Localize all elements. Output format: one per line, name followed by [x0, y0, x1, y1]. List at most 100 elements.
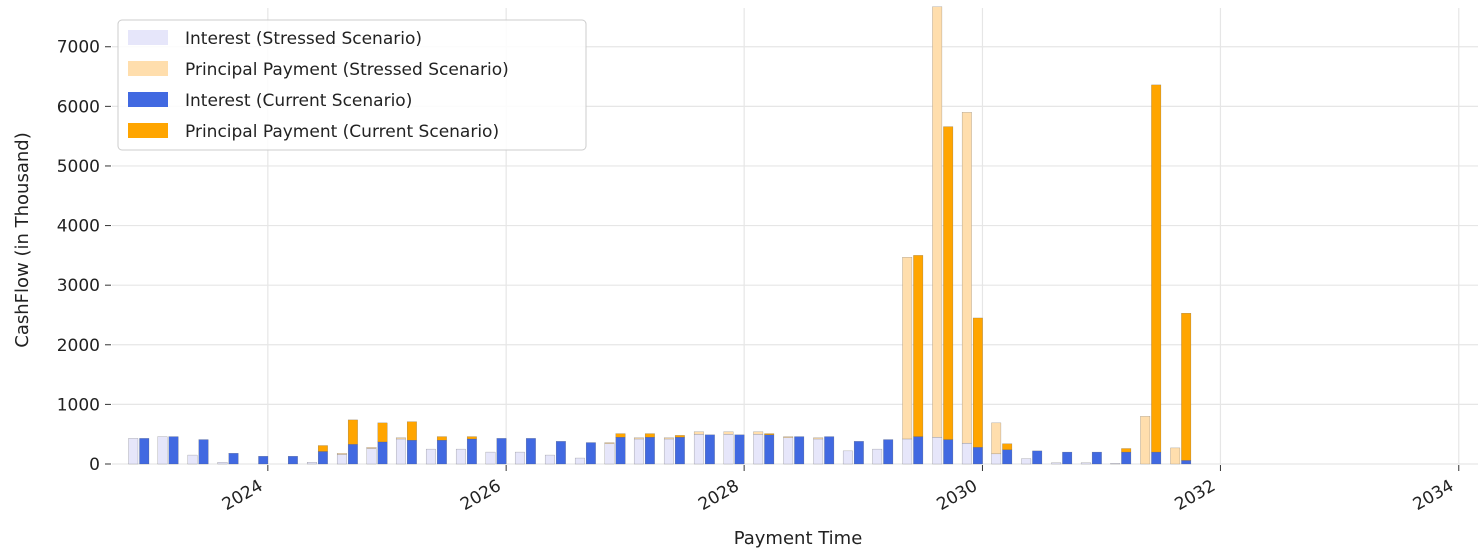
bar-interest-current-scenario-2024-06-01 — [317, 451, 328, 465]
bar-interest-stressed-scenario-2027-06-01 — [663, 438, 674, 465]
bar-interest-current-scenario-2030-09-01 — [1062, 451, 1073, 465]
bar-interest-current-scenario-2030-03-01 — [1002, 449, 1013, 465]
bar-interest-current-scenario-2029-06-01 — [913, 436, 924, 465]
bar-interest-stressed-scenario-2031-03-01 — [1110, 463, 1121, 465]
x-tick-label: 2024 — [219, 476, 266, 515]
bar-interest-current-scenario-2031-06-01 — [1151, 451, 1162, 465]
bar-interest-current-scenario-2030-06-01 — [1032, 450, 1043, 465]
bar-interest-stressed-scenario-2028-09-01 — [813, 438, 824, 465]
bar-interest-current-scenario-2028-06-01 — [794, 436, 805, 465]
y-tick-label: 1000 — [57, 395, 100, 415]
bar-interest-current-scenario-2027-03-01 — [644, 437, 655, 465]
bar-principal-payment-stressed-scenario-2029-06-01 — [902, 257, 913, 440]
bar-principal-payment-stressed-scenario-2030-03-01 — [991, 422, 1002, 455]
bar-principal-payment-stressed-scenario-2028-06-01 — [783, 436, 794, 438]
bar-interest-current-scenario-2023-09-01 — [228, 453, 239, 465]
bar-principal-payment-stressed-scenario-2024-09-01 — [336, 453, 347, 455]
bar-interest-stressed-scenario-2023-06-01 — [187, 454, 198, 465]
y-tick-label: 6000 — [57, 97, 100, 117]
bar-interest-stressed-scenario-2024-06-01 — [306, 462, 317, 465]
bar-interest-stressed-scenario-2029-06-01 — [902, 438, 913, 465]
y-tick-label: 3000 — [57, 276, 100, 296]
bar-interest-stressed-scenario-2025-06-01 — [425, 448, 436, 465]
bar-principal-payment-current-scenario-2029-06-01 — [913, 255, 924, 437]
legend-box — [117, 19, 587, 151]
bar-interest-current-scenario-2029-09-01 — [943, 439, 954, 465]
bar-principal-payment-current-scenario-2025-03-01 — [406, 421, 417, 441]
bar-principal-payment-current-scenario-2025-09-01 — [466, 436, 477, 440]
bar-interest-stressed-scenario-2028-06-01 — [783, 437, 794, 465]
bar-interest-current-scenario-2024-03-01 — [287, 456, 298, 465]
bar-principal-payment-current-scenario-2027-03-01 — [644, 433, 655, 438]
bar-principal-payment-stressed-scenario-2027-03-01 — [633, 437, 644, 440]
legend: Interest (Stressed Scenario) Principal Pa… — [117, 19, 587, 151]
bar-interest-stressed-scenario-2029-12-01 — [961, 442, 972, 465]
legend-label: Principal Payment (Stressed Scenario) — [185, 60, 509, 80]
bar-interest-current-scenario-2029-03-01 — [883, 439, 894, 465]
x-axis-label: Payment Time — [734, 528, 863, 548]
bar-interest-stressed-scenario-2030-06-01 — [1021, 458, 1032, 465]
bar-interest-stressed-scenario-2029-03-01 — [872, 448, 883, 465]
bar-principal-payment-stressed-scenario-2028-09-01 — [813, 437, 824, 440]
bar-interest-stressed-scenario-2029-09-01 — [932, 437, 943, 465]
bar-interest-current-scenario-2024-12-01 — [377, 441, 388, 465]
bar-interest-current-scenario-2027-12-01 — [734, 434, 745, 465]
legend-label: Interest (Current Scenario) — [185, 91, 412, 111]
bar-interest-current-scenario-2028-03-01 — [764, 434, 775, 465]
bar-principal-payment-stressed-scenario-2031-09-01 — [1170, 447, 1181, 465]
x-tick-label: 2034 — [1410, 476, 1457, 515]
bar-interest-stressed-scenario-2022-12-01 — [128, 438, 139, 465]
bar-principal-payment-current-scenario-2029-09-01 — [943, 126, 954, 440]
bar-interest-current-scenario-2025-06-01 — [436, 440, 447, 465]
bar-principal-payment-current-scenario-2024-12-01 — [377, 422, 388, 443]
bar-principal-payment-current-scenario-2029-12-01 — [972, 317, 983, 448]
bar-principal-payment-current-scenario-2028-03-01 — [764, 433, 775, 435]
bar-interest-current-scenario-2027-06-01 — [674, 437, 685, 465]
bar-principal-payment-stressed-scenario-2029-12-01 — [961, 112, 972, 444]
bar-interest-current-scenario-2028-12-01 — [853, 441, 864, 465]
bar-interest-current-scenario-2028-09-01 — [824, 436, 835, 465]
legend-swatch — [128, 92, 168, 107]
bar-interest-stressed-scenario-2027-09-01 — [693, 434, 704, 465]
bar-principal-payment-current-scenario-2030-03-01 — [1002, 443, 1013, 450]
bar-interest-current-scenario-2027-09-01 — [704, 434, 715, 465]
grid — [112, 8, 1478, 465]
y-tick-label: 5000 — [57, 157, 100, 177]
bar-principal-payment-current-scenario-2031-03-01 — [1121, 448, 1132, 453]
bar-interest-stressed-scenario-2025-09-01 — [455, 448, 466, 465]
bar-interest-stressed-scenario-2026-09-01 — [574, 457, 585, 465]
legend-label: Interest (Stressed Scenario) — [185, 29, 422, 49]
bar-interest-stressed-scenario-2024-09-01 — [336, 454, 347, 465]
bar-interest-stressed-scenario-2027-12-01 — [723, 434, 734, 465]
x-tick-label: 2030 — [933, 476, 980, 515]
bars — [128, 6, 1192, 465]
x-tick-label: 2028 — [695, 476, 742, 515]
bar-interest-current-scenario-2026-03-01 — [525, 438, 536, 465]
bar-interest-stressed-scenario-2028-12-01 — [842, 450, 853, 465]
bar-interest-stressed-scenario-2025-03-01 — [395, 438, 406, 465]
bar-principal-payment-stressed-scenario-2027-12-01 — [723, 431, 734, 435]
bar-interest-current-scenario-2026-09-01 — [585, 442, 596, 465]
bar-principal-payment-current-scenario-2031-09-01 — [1181, 313, 1192, 461]
bar-interest-stressed-scenario-2026-06-01 — [544, 454, 555, 465]
bar-principal-payment-stressed-scenario-2029-09-01 — [932, 6, 943, 438]
bar-interest-current-scenario-2023-12-01 — [258, 456, 269, 465]
bar-interest-current-scenario-2023-03-01 — [168, 436, 179, 465]
bar-interest-stressed-scenario-2027-03-01 — [633, 438, 644, 465]
bar-interest-stressed-scenario-2030-03-01 — [991, 453, 1002, 465]
bar-interest-current-scenario-2029-12-01 — [972, 447, 983, 465]
y-tick-label: 4000 — [57, 217, 100, 237]
legend-swatch — [128, 61, 168, 76]
y-tick-label: 7000 — [57, 38, 100, 58]
bar-interest-stressed-scenario-2023-09-01 — [217, 462, 228, 465]
bar-interest-current-scenario-2025-03-01 — [406, 440, 417, 465]
y-axis-label: CashFlow (in Thousand) — [12, 132, 33, 347]
x-tick-label: 2026 — [457, 476, 504, 515]
bar-principal-payment-stressed-scenario-2028-03-01 — [753, 431, 764, 435]
bar-interest-stressed-scenario-2030-12-01 — [1080, 462, 1091, 465]
y-tick-label: 0 — [89, 455, 100, 475]
legend-label: Principal Payment (Current Scenario) — [185, 122, 499, 142]
bar-interest-stressed-scenario-2023-03-01 — [157, 436, 168, 465]
bar-interest-stressed-scenario-2026-03-01 — [514, 451, 525, 465]
bar-interest-current-scenario-2025-09-01 — [466, 438, 477, 465]
